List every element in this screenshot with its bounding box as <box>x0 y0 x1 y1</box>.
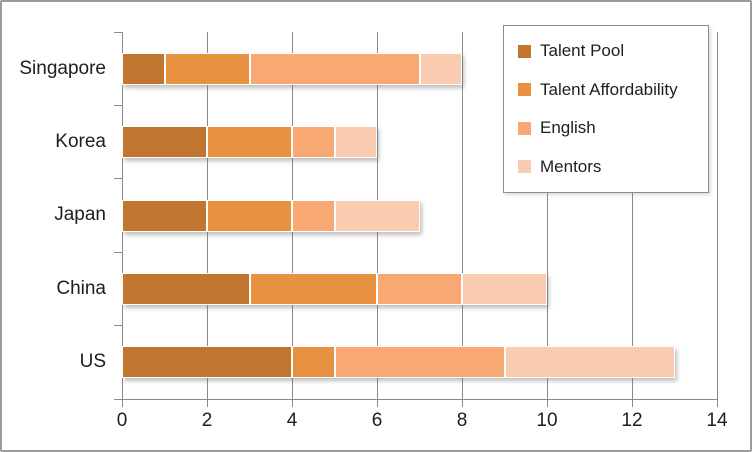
x-axis-tick-label: 6 <box>371 410 383 431</box>
bar-segment <box>334 199 420 232</box>
legend-swatch-icon <box>518 83 531 97</box>
gridline <box>461 32 463 399</box>
bar-segment <box>122 52 165 85</box>
bar-segment <box>504 346 675 379</box>
y-axis-tick <box>114 398 122 400</box>
x-axis-tick <box>376 399 378 407</box>
x-axis-tick <box>461 399 463 407</box>
gridline <box>716 32 718 399</box>
legend-item: Talent Affordability <box>518 80 708 100</box>
y-axis-tick <box>114 178 122 180</box>
x-axis-tick-label: 10 <box>536 410 558 431</box>
bar <box>122 199 420 232</box>
bar-segment <box>122 272 250 305</box>
bar-segment <box>334 346 505 379</box>
bar-segment <box>207 199 292 232</box>
category-label: Korea <box>55 131 106 153</box>
legend-item-label: Talent Affordability <box>540 79 678 99</box>
bar <box>122 272 547 305</box>
x-axis-tick <box>121 399 123 407</box>
bar <box>122 346 675 379</box>
bar-segment <box>419 52 462 85</box>
x-axis-tick <box>546 399 548 407</box>
bar-segment <box>249 272 377 305</box>
y-axis-tick <box>114 31 122 33</box>
legend-swatch-icon <box>518 121 531 135</box>
x-axis-tick-label: 4 <box>286 410 298 431</box>
legend-item-label: Mentors <box>540 156 602 176</box>
bar-segment <box>292 126 335 159</box>
category-label: US <box>79 351 106 373</box>
bar <box>122 126 377 159</box>
x-axis-tick <box>291 399 293 407</box>
bar-segment <box>122 346 292 379</box>
x-axis-tick-label: 8 <box>456 410 468 431</box>
gridline <box>631 32 633 399</box>
y-axis-tick <box>114 251 122 253</box>
gridline <box>546 32 548 399</box>
bar-segment <box>207 126 292 159</box>
bar-segment <box>334 126 377 159</box>
y-axis-tick <box>114 325 122 327</box>
legend-item-label: Talent Pool <box>540 41 625 61</box>
category-label: Japan <box>54 204 106 226</box>
bar-segment <box>164 52 250 85</box>
legend: Talent Pool Talent Affordability English Me… <box>503 25 709 193</box>
bar-segment <box>292 346 335 379</box>
bar-segment <box>292 199 335 232</box>
legend-item-label: English <box>540 118 596 138</box>
y-axis-tick <box>114 104 122 106</box>
legend-item: Mentors <box>518 157 708 177</box>
x-axis-tick-label: 0 <box>116 410 128 431</box>
bar-segment <box>122 199 207 232</box>
x-axis-tick-label: 12 <box>621 410 643 431</box>
bar-segment <box>377 272 462 305</box>
legend-swatch-icon <box>518 160 531 174</box>
x-axis-tick <box>206 399 208 407</box>
bar <box>122 52 462 85</box>
x-axis-tick <box>716 399 718 407</box>
x-axis-tick-label: 2 <box>201 410 213 431</box>
bar-segment <box>249 52 420 85</box>
x-axis-tick-label: 14 <box>706 410 728 431</box>
category-label: Singapore <box>19 57 106 79</box>
bar-segment <box>122 126 207 159</box>
x-axis-line <box>122 398 718 400</box>
legend-item: English <box>518 118 708 138</box>
bar-segment <box>462 272 547 305</box>
legend-swatch-icon <box>518 44 531 58</box>
category-label: China <box>56 277 106 299</box>
x-axis-tick <box>631 399 633 407</box>
legend-item: Talent Pool <box>518 41 708 61</box>
